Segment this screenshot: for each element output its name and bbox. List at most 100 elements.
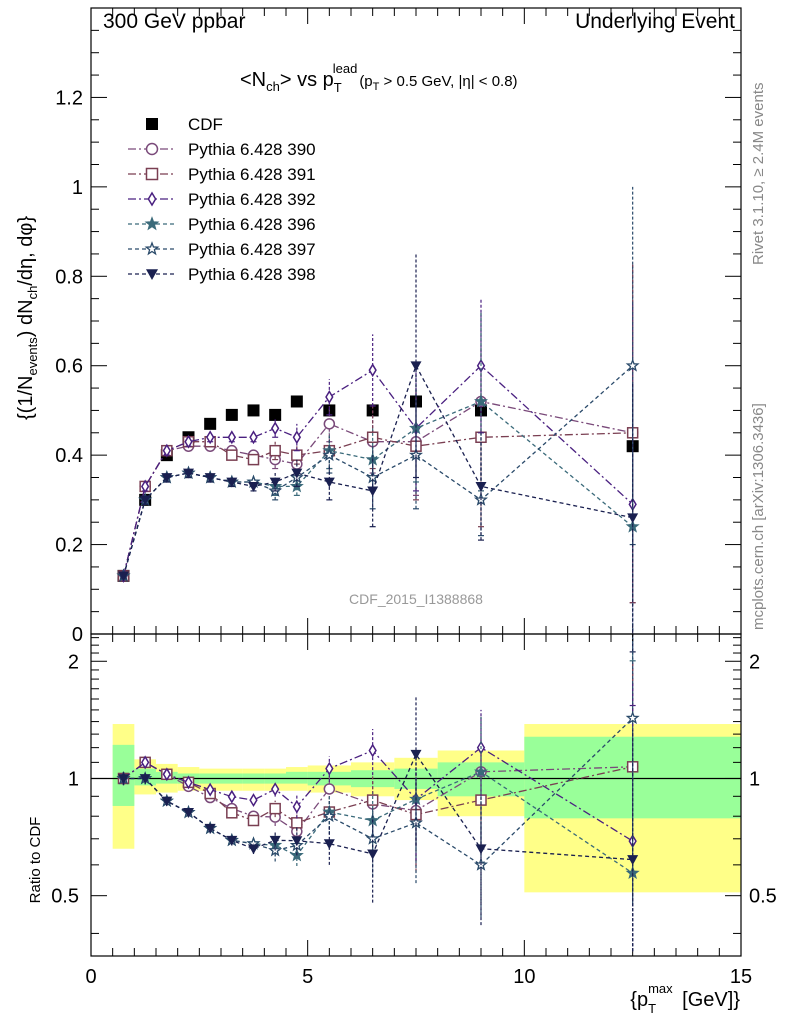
data-point [367, 849, 379, 860]
data-point [291, 836, 303, 847]
legend: CDF Pythia 6.428 390 Pythia 6.428 391 Pythi… [128, 115, 316, 284]
ratio-tick-label-right: 1 [749, 768, 760, 790]
data-point [226, 477, 238, 488]
data-point [118, 571, 129, 582]
series-line [122, 364, 634, 577]
series-line [122, 400, 633, 577]
data-point [226, 807, 238, 819]
data-point [144, 241, 160, 256]
legend-label: Pythia 6.428 398 [188, 265, 316, 284]
legend-label: Pythia 6.428 390 [188, 140, 316, 159]
data-point [323, 477, 335, 488]
data-point [227, 430, 237, 445]
x-tick-label: 15 [730, 966, 752, 988]
data-point [145, 142, 159, 156]
svg-text:{(1/Nevents) dNch/dη, dφ}: {(1/Nevents) dNch/dη, dφ} [15, 216, 40, 420]
data-point [146, 269, 158, 280]
legend-entry: Pythia 6.428 397 [128, 240, 316, 259]
legend-label: Pythia 6.428 396 [188, 215, 316, 234]
legend-label: CDF [188, 115, 223, 134]
legend-entry: Pythia 6.428 392 [128, 190, 316, 209]
data-point [139, 774, 151, 784]
header-right: Underlying Event [575, 10, 735, 33]
series-cdf [117, 395, 639, 582]
data-point [161, 473, 173, 483]
y-tick-label: 0.6 [55, 356, 83, 378]
data-point [247, 453, 260, 466]
data-point [248, 844, 259, 855]
data-point [225, 408, 238, 421]
ratio-tick-label-left: 2 [68, 651, 79, 673]
x-axis-label: {pTmax [GeV]} [630, 981, 740, 1016]
legend-entry: Pythia 6.428 391 [128, 165, 316, 184]
data-point [269, 802, 281, 815]
data-point [144, 216, 160, 231]
data-point [205, 430, 215, 445]
data-point [291, 817, 303, 829]
data-point [139, 495, 151, 506]
y-tick-label: 1 [72, 177, 83, 199]
series-line [122, 365, 634, 577]
ratio-tick-label-left: 1 [68, 768, 79, 790]
legend-entry: CDF [146, 115, 223, 134]
svg-text:<Nch> vs pTlead(pT > 0.5 GeV,: <Nch> vs pTlead(pT > 0.5 GeV, |η| < 0.8) [240, 61, 518, 95]
data-point [627, 855, 639, 866]
data-point [627, 513, 639, 524]
data-point [247, 404, 260, 417]
series-line [122, 400, 634, 577]
data-point [270, 421, 280, 436]
data-point [474, 764, 488, 778]
legend-label: Pythia 6.428 397 [188, 240, 316, 259]
data-point [146, 118, 158, 130]
ratio-y-axis-label: Ratio to CDF [27, 817, 44, 904]
data-point [475, 482, 487, 492]
data-point [204, 823, 216, 834]
data-point [184, 775, 193, 790]
data-point [475, 844, 487, 855]
y-tick-label: 0 [72, 624, 83, 646]
header-left: 300 GeV ppbar [103, 10, 245, 33]
data-point [226, 449, 238, 461]
data-point [323, 418, 336, 430]
y-axis-label: {(1/Nevents) dNch/dη, dφ} [15, 216, 40, 420]
legend-entry: Pythia 6.428 390 [128, 140, 316, 159]
x-tick-label: 0 [85, 966, 96, 988]
series-pythia-6-428-396 [116, 312, 640, 662]
data-point [322, 808, 337, 823]
y-tick-label: 0.4 [55, 445, 83, 467]
data-point [118, 774, 129, 784]
legend-label: Pythia 6.428 391 [188, 165, 316, 184]
data-point [291, 468, 303, 479]
data-point [184, 434, 193, 449]
legend-entry: Pythia 6.428 396 [128, 215, 316, 234]
data-point [227, 789, 237, 804]
series-line [122, 432, 633, 577]
x-tick-label: 10 [513, 966, 535, 988]
data-point [322, 447, 337, 462]
data-point [249, 430, 258, 445]
data-point [367, 486, 379, 497]
ratio-tick-label-left: 0.5 [51, 886, 79, 908]
data-point [247, 814, 260, 827]
data-point [147, 191, 157, 207]
data-point [162, 767, 172, 782]
data-point [140, 755, 150, 770]
series-pythia-6-428-391 [117, 262, 639, 604]
data-point [323, 783, 336, 795]
data-point [291, 449, 303, 461]
data-point [410, 749, 422, 760]
series-pythia-6-428-392 [119, 298, 637, 707]
ratio-panel: 0 5 10 15 0.5 0.5 1 1 2 2 [51, 633, 777, 988]
data-point [205, 782, 215, 797]
data-point [269, 408, 282, 421]
main-panel: 0 0.2 0.4 0.6 0.8 1 1.2 [55, 7, 742, 707]
ratio-tick-label-right: 2 [749, 651, 760, 673]
legend-label: Pythia 6.428 392 [188, 190, 316, 209]
y-tick-label: 1.2 [55, 87, 83, 109]
data-point [269, 835, 281, 846]
legend-entry: Pythia 6.428 398 [128, 265, 316, 284]
data-point [204, 417, 217, 430]
series-pythia-6-428-398 [118, 253, 639, 653]
data-point [183, 468, 194, 479]
plot-title: <Nch> vs pTlead(pT > 0.5 GeV, |η| < 0.8) [240, 61, 518, 95]
